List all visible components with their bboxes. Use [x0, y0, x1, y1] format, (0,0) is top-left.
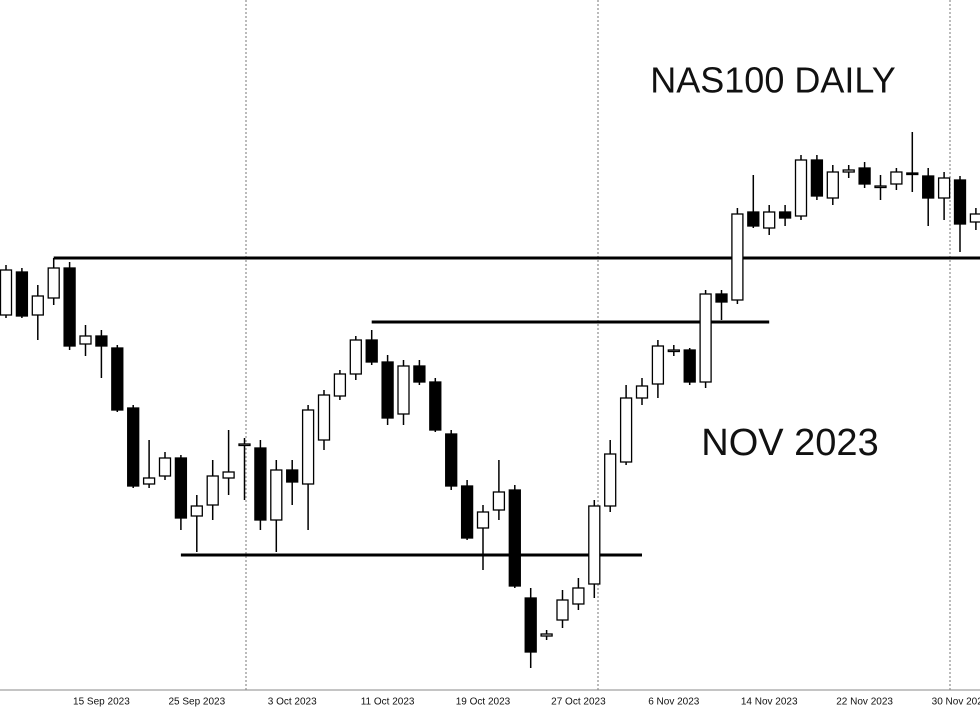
x-tick-label: 19 Oct 2023 — [456, 697, 511, 708]
candle-body — [763, 211, 776, 229]
candle-body — [445, 433, 458, 487]
candle-body — [349, 339, 362, 375]
candle-body — [365, 339, 378, 363]
candle-body — [492, 491, 506, 511]
candle-body — [222, 471, 235, 479]
candle-body — [651, 345, 665, 385]
candle-body — [540, 633, 553, 637]
candle-body — [508, 489, 521, 587]
candle-body — [572, 587, 585, 605]
candle-body — [604, 453, 617, 507]
candle-body — [127, 407, 140, 487]
candle-body — [317, 394, 331, 441]
candle-body — [158, 457, 172, 477]
candle-body — [524, 597, 537, 653]
candle-body — [699, 293, 712, 383]
candle-body — [79, 335, 92, 345]
candle-body — [747, 211, 760, 227]
candle-body — [794, 159, 808, 217]
candle-body — [206, 475, 219, 506]
candle-body — [969, 213, 980, 223]
x-tick-label: 3 Oct 2023 — [268, 697, 317, 708]
candle-body — [190, 505, 203, 517]
candle-body — [174, 457, 188, 519]
candle-body — [270, 469, 283, 521]
x-tick-label: 11 Oct 2023 — [361, 697, 415, 708]
chart-title: NAS100 DAILY — [650, 60, 895, 101]
candle-body — [142, 477, 156, 485]
candle-body — [238, 443, 251, 447]
x-tick-label: 6 Nov 2023 — [648, 697, 700, 708]
candle-body — [667, 349, 680, 353]
candle-body — [47, 267, 60, 299]
candle-body — [778, 211, 792, 219]
candle-body — [460, 485, 474, 539]
candle-body — [381, 361, 394, 419]
candle-body — [413, 365, 426, 383]
annotation: NOV 2023 — [701, 422, 878, 464]
candle-body — [890, 171, 903, 185]
x-tick-label: 15 Sep 2023 — [73, 697, 130, 708]
candle-body — [95, 335, 108, 347]
candle-body — [635, 385, 649, 399]
candle-body — [111, 347, 124, 411]
candle-body — [0, 269, 13, 316]
candle-body — [810, 159, 824, 197]
candle-body — [31, 295, 44, 316]
candle-body — [842, 169, 855, 173]
x-tick-label: 27 Oct 2023 — [551, 697, 606, 708]
candle-body — [619, 397, 633, 463]
candle-body — [15, 271, 29, 317]
x-tick-label: 14 Nov 2023 — [741, 697, 798, 708]
candle-body — [476, 511, 490, 529]
candle-body — [858, 167, 871, 185]
candle-body — [556, 599, 569, 621]
candle-body — [397, 365, 410, 415]
candle-body — [731, 213, 744, 301]
candle-body — [953, 179, 967, 225]
candle-body — [922, 175, 935, 199]
candle-body — [715, 293, 728, 303]
candle-body — [588, 505, 601, 585]
candle-body — [906, 172, 919, 176]
candle-body — [683, 349, 696, 383]
candle-body — [429, 381, 442, 431]
candle-body — [874, 185, 887, 189]
candle-body — [301, 409, 315, 485]
candle-body — [63, 267, 76, 347]
candle-body — [333, 373, 347, 397]
candle-body — [826, 171, 839, 199]
candle-body — [286, 469, 299, 483]
x-tick-label: 25 Sep 2023 — [168, 697, 225, 708]
x-tick-label: 30 Nov 2023 — [932, 697, 980, 708]
x-tick-label: 22 Nov 2023 — [836, 697, 893, 708]
candle-body — [254, 447, 267, 521]
candle-body — [937, 177, 951, 199]
